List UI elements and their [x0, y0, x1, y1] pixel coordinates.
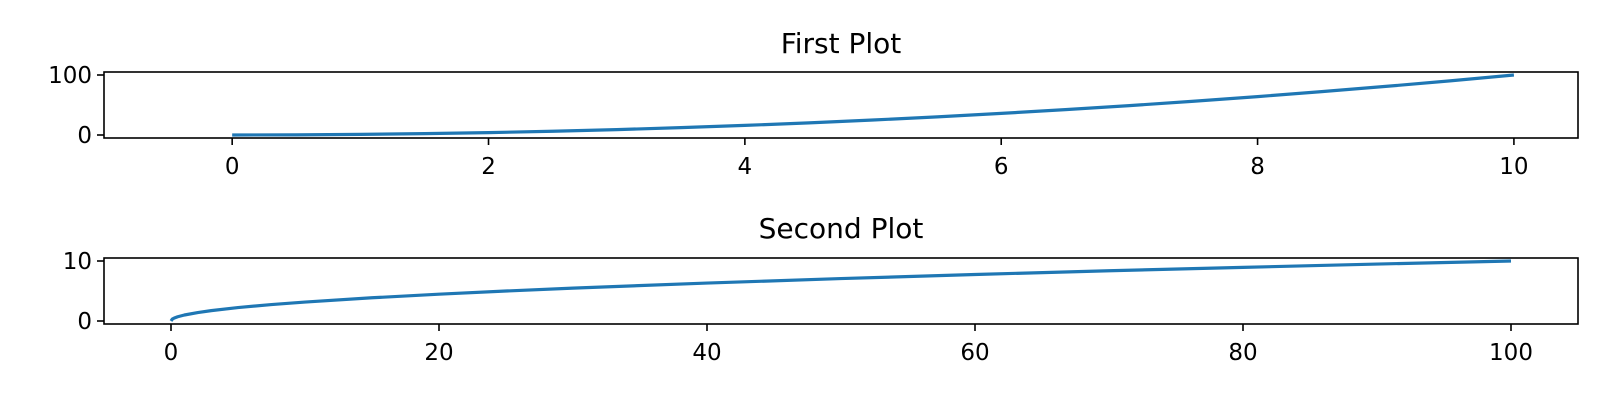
y-tick-label-first: 0 [77, 123, 92, 149]
x-tick-label-first: 8 [1250, 154, 1265, 180]
series-line-second [169, 259, 1512, 322]
x-tick-label-first: 10 [1499, 154, 1528, 180]
axis-ticks-second: 0 20 40 60 80 100 0 10 [63, 249, 1533, 366]
x-tick-label-first: 4 [738, 154, 753, 180]
series-line-first [232, 73, 1515, 137]
x-tick-label-first: 0 [225, 154, 240, 180]
series-group-second [169, 259, 1512, 322]
plot-frame-second [103, 257, 1579, 325]
x-tick-label-second: 20 [424, 340, 453, 366]
y-tick-label-first: 100 [48, 63, 92, 89]
x-tick-label-second: 100 [1489, 340, 1533, 366]
x-tick-label-second: 60 [960, 340, 989, 366]
subplot-second: Second Plot 0 20 40 60 80 100 0 10 [63, 212, 1579, 366]
x-tick-label-first: 2 [481, 154, 496, 180]
x-tick-label-second: 80 [1228, 340, 1257, 366]
series-group-first [232, 73, 1515, 137]
y-tick-label-second: 10 [63, 249, 92, 275]
x-tick-label-second: 40 [692, 340, 721, 366]
x-tick-label-second: 0 [164, 340, 179, 366]
chart-title-second: Second Plot [759, 212, 924, 245]
y-tick-label-second: 0 [77, 309, 92, 335]
plot-frame-first [103, 71, 1579, 139]
x-tick-label-first: 6 [994, 154, 1009, 180]
chart-title-first: First Plot [781, 27, 902, 60]
